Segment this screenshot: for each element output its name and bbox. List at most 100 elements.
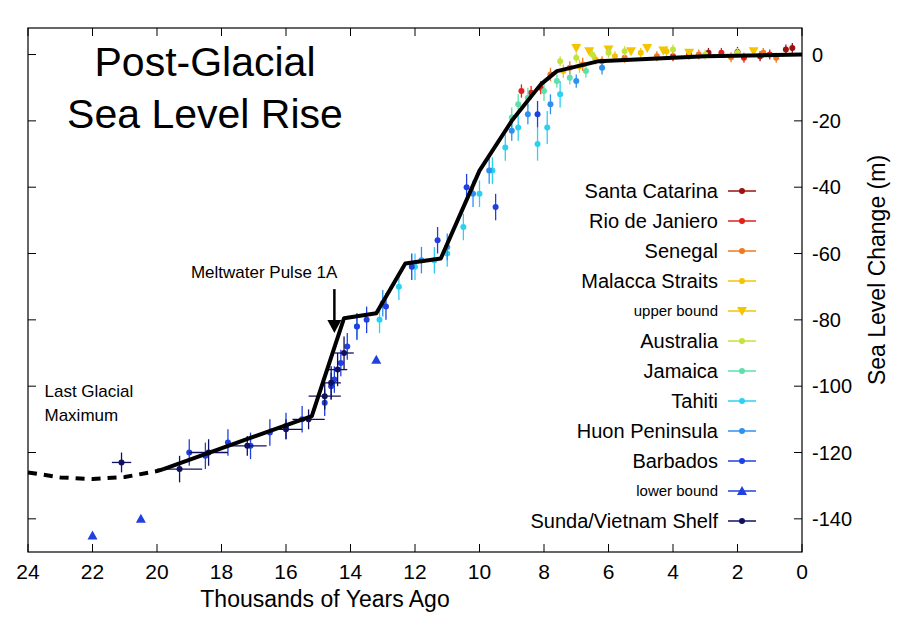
legend-marker: [737, 307, 747, 316]
data-point: [502, 144, 508, 150]
x-tick: [737, 28, 738, 36]
data-point: [567, 75, 573, 81]
y-axis-label: Sea Level Change (m): [864, 155, 890, 385]
y-tick: [794, 253, 802, 254]
legend-marker: [739, 248, 745, 254]
y-tick: [28, 54, 36, 55]
legend-marker: [739, 188, 745, 194]
data-point: [119, 459, 125, 465]
x-tick-label: 20: [145, 560, 168, 583]
x-tick-label: 12: [403, 560, 426, 583]
data-point: [535, 141, 541, 147]
y-tick-label: -140: [812, 508, 852, 530]
legend-marker: [739, 338, 745, 344]
legend-marker: [739, 278, 745, 284]
data-point: [535, 111, 541, 117]
x-tick: [286, 28, 287, 36]
x-tick: [802, 544, 803, 552]
x-tick-label: 10: [468, 560, 491, 583]
y-tick: [28, 120, 36, 121]
x-tick: [92, 544, 93, 552]
x-tick-label: 24: [16, 560, 40, 583]
data-point: [612, 53, 618, 59]
y-tick: [28, 452, 36, 453]
data-point: [328, 380, 334, 386]
x-tick: [28, 28, 29, 36]
x-tick: [350, 544, 351, 552]
legend-label: Sunda/Vietnam Shelf: [530, 510, 718, 532]
data-point: [371, 355, 381, 364]
data-point: [518, 88, 524, 94]
data-point: [544, 124, 550, 130]
x-tick-label: 4: [667, 560, 679, 583]
sea-level-curve: [163, 55, 802, 470]
y-tick: [28, 253, 36, 254]
data-point: [322, 393, 328, 399]
data-point: [244, 443, 250, 449]
y-tick: [794, 518, 802, 519]
data-point: [341, 350, 347, 356]
data-point: [493, 204, 499, 210]
x-tick-label: 2: [732, 560, 744, 583]
x-tick: [28, 544, 29, 552]
data-point: [541, 88, 547, 94]
y-tick-label: -20: [812, 110, 841, 132]
data-point: [460, 224, 466, 230]
annotation: Maximum: [45, 406, 119, 425]
data-point: [599, 65, 605, 71]
annotation: Last Glacial: [45, 382, 134, 401]
legend-marker: [737, 486, 747, 495]
data-point: [515, 101, 521, 107]
chart: 242220181614121086420-140-120-100-80-60-…: [0, 0, 900, 639]
x-tick: [221, 28, 222, 36]
legend-label: Jamaica: [644, 360, 719, 382]
data-point: [435, 237, 441, 243]
x-tick-label: 14: [339, 560, 363, 583]
x-tick-label: 18: [210, 560, 233, 583]
data-point: [509, 128, 515, 134]
x-tick: [350, 28, 351, 36]
legend-label: Tahiti: [671, 390, 718, 412]
data-point: [383, 304, 389, 310]
legend-label: Huon Peninsula: [577, 420, 719, 442]
data-point: [338, 360, 344, 366]
y-tick: [794, 187, 802, 188]
legend-marker: [739, 368, 745, 374]
y-tick: [794, 386, 802, 387]
y-tick-label: -80: [812, 309, 841, 331]
data-point: [557, 58, 563, 64]
x-tick: [802, 28, 803, 36]
legend-label: lower bound: [636, 482, 718, 499]
annotation-arrowhead: [327, 320, 341, 333]
y-tick: [28, 386, 36, 387]
y-tick: [28, 518, 36, 519]
data-point: [573, 78, 579, 84]
data-point: [557, 91, 563, 97]
x-tick-label: 22: [81, 560, 104, 583]
legend-label: Barbados: [632, 450, 718, 472]
y-tick: [794, 120, 802, 121]
plot-frame: [28, 28, 802, 552]
annotation: Meltwater Pulse 1A: [191, 263, 338, 282]
legend-label: Malacca Straits: [581, 270, 718, 292]
legend: Santa CatarinaRio de JanieroSenegalMalac…: [530, 180, 756, 532]
data-point: [177, 466, 183, 472]
x-tick-label: 8: [538, 560, 550, 583]
y-tick-label: -100: [812, 375, 852, 397]
x-tick: [221, 544, 222, 552]
legend-label: Santa Catarina: [585, 180, 719, 202]
data-point: [335, 367, 341, 373]
x-tick: [673, 28, 674, 36]
x-tick: [608, 28, 609, 36]
legend-label: upper bound: [634, 302, 718, 319]
data-point: [547, 101, 553, 107]
legend-label: Rio de Janiero: [589, 210, 718, 232]
x-tick: [415, 544, 416, 552]
x-tick-label: 16: [274, 560, 297, 583]
data-point: [136, 514, 146, 523]
y-tick-label: -40: [812, 176, 841, 198]
data-point: [589, 52, 595, 58]
data-point: [364, 317, 370, 323]
x-tick-label: 0: [796, 560, 808, 583]
y-tick: [28, 319, 36, 320]
